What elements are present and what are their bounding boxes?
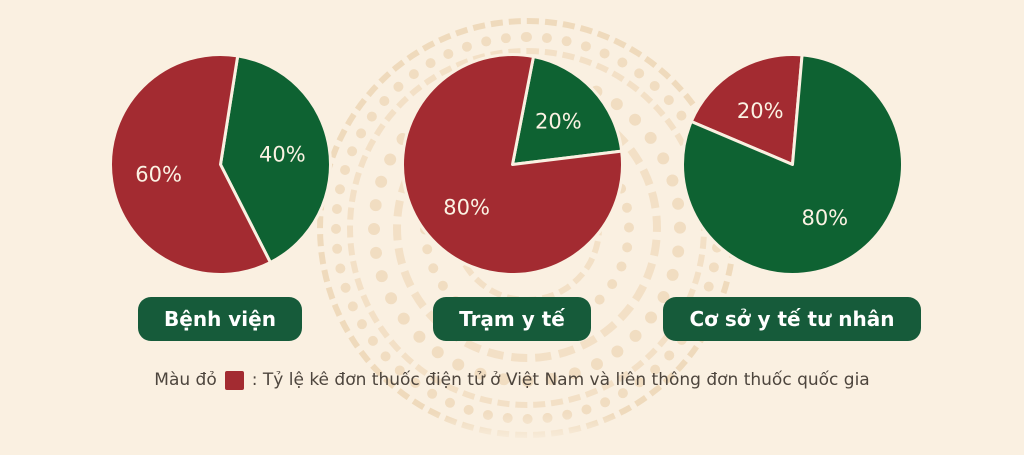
pie-slice-red <box>689 53 804 166</box>
pie-slice-label: 80% <box>443 195 490 219</box>
pie-slice-green <box>218 54 332 265</box>
pie-slice-label: 20% <box>736 99 783 123</box>
chart-group-tram-y-te: 20% 80% Trạm y tế <box>367 52 657 341</box>
pie-slice-green <box>680 53 904 276</box>
pie-slice-label: 80% <box>801 206 848 230</box>
chart-title-badge-co-so-y-te-tu-nhan: Cơ sở y tế tư nhân <box>663 297 921 341</box>
chart-group-benh-vien: 40% 60% Bệnh viện <box>75 52 365 341</box>
chart-group-co-so-y-te-tu-nhan: 20% 80% Cơ sở y tế tư nhân <box>647 52 937 341</box>
pie-slice-label: 40% <box>259 143 306 167</box>
chart-title-badge-benh-vien: Bệnh viện <box>138 297 302 341</box>
pie-slice-red <box>108 52 272 276</box>
legend: Màu đỏ : Tỷ lệ kê đơn thuốc điện tử ở Vi… <box>0 370 1024 390</box>
pie-slice-red <box>400 53 624 276</box>
pie-chart-co-so-y-te-tu-nhan: 20% 80% <box>680 53 904 276</box>
pie-slice-green <box>510 55 623 166</box>
legend-text: : Tỷ lệ kê đơn thuốc điện tử ở Việt Nam … <box>251 370 870 390</box>
pie-chart-benh-vien: 40% 60% <box>108 52 332 276</box>
pie-slice-label: 60% <box>135 162 182 186</box>
chart-title-badge-tram-y-te: Trạm y tế <box>433 297 591 341</box>
legend-red-swatch-icon <box>224 370 244 390</box>
pie-chart-tram-y-te: 20% 80% <box>400 53 624 276</box>
pie-slice-label: 20% <box>535 110 582 134</box>
legend-prefix: Màu đỏ <box>154 370 217 390</box>
